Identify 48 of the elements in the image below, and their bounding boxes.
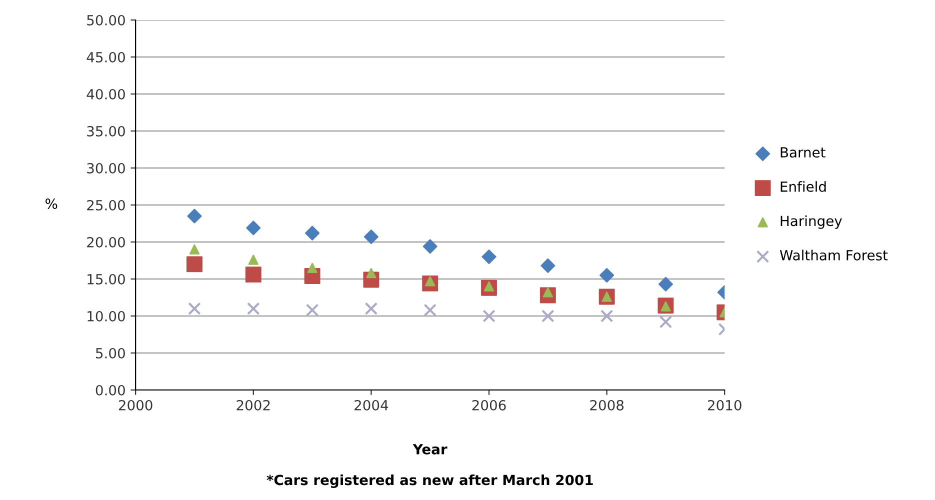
point (541, 310, 554, 322)
point (482, 250, 496, 264)
y-tick-label: 0.00 (96, 384, 125, 396)
y-axis-title: % (46, 198, 58, 210)
y-tick-label: 30.00 (87, 162, 125, 174)
point (540, 258, 556, 273)
point (246, 220, 261, 236)
legend-label: Barnet (780, 147, 826, 158)
x-axis-title: Year (412, 444, 448, 454)
y-tick-label: 35.00 (87, 126, 125, 136)
point (364, 230, 378, 244)
x-tick-label: 2010 (708, 400, 742, 410)
point (245, 266, 262, 283)
y-tick-label: 50.00 (87, 14, 125, 26)
point (364, 302, 378, 316)
legend-label: Enfield (780, 181, 826, 192)
x-tick-label: 2004 (354, 400, 388, 410)
point (186, 256, 202, 272)
text: *Cars registered as new after March 2001 (266, 474, 593, 488)
point (189, 244, 200, 254)
x-tick-label: 2000 (118, 400, 152, 410)
point (658, 276, 674, 292)
point (600, 310, 614, 322)
point (306, 304, 319, 317)
point (600, 268, 614, 283)
y-tick-label: 40.00 (86, 88, 125, 100)
point (366, 268, 376, 278)
point (248, 254, 258, 265)
y-tick-label: 45.00 (86, 52, 125, 62)
point (307, 262, 318, 273)
y-tick-label: 20.00 (87, 236, 125, 248)
point (246, 302, 260, 316)
x-tick-label: 2002 (236, 400, 270, 410)
x-tick-label: 2006 (472, 400, 506, 410)
point (482, 310, 496, 322)
point (187, 208, 202, 224)
y-tick-label: 10.00 (88, 310, 125, 322)
legend-label: Waltham Forest (780, 250, 888, 260)
y-tick-label: 15.00 (88, 274, 125, 284)
point (422, 239, 438, 254)
point (659, 315, 672, 328)
y-tick-label: 5.00 (96, 348, 125, 358)
point (188, 302, 201, 316)
point (424, 304, 437, 317)
legend-label: Haringey (780, 215, 842, 229)
y-tick-label: 25.00 (87, 200, 125, 210)
x-tick-label: 2008 (590, 400, 624, 410)
point (305, 226, 320, 240)
